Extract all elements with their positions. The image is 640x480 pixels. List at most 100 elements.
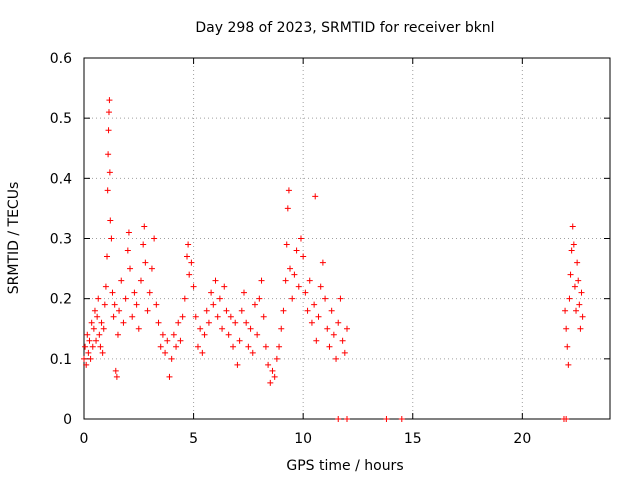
y-tick-label: 0.2 [50, 292, 72, 308]
data-point [105, 109, 112, 116]
data-point [85, 349, 92, 356]
data-point [269, 367, 276, 374]
data-point [287, 265, 294, 272]
data-point [83, 361, 90, 368]
data-point [251, 301, 258, 308]
data-point [304, 307, 311, 314]
data-point [186, 271, 193, 278]
data-point [94, 313, 101, 320]
data-point [179, 313, 186, 320]
data-point [168, 355, 175, 362]
data-point [197, 325, 204, 332]
data-point [223, 307, 230, 314]
data-point [284, 205, 291, 212]
data-point [326, 343, 333, 350]
data-point [293, 247, 300, 254]
data-point [105, 151, 112, 158]
x-tick-label: 20 [513, 431, 531, 447]
data-point [164, 337, 171, 344]
data-point [173, 343, 180, 350]
chart-title: Day 298 of 2023, SRMTID for receiver bkn… [195, 20, 494, 36]
data-point [127, 265, 134, 272]
data-point [107, 217, 114, 224]
data-point [99, 349, 106, 356]
data-point [111, 301, 118, 308]
axis-ticks: 0 5 10 15 20 0 0.1 0.2 0.3 0.4 0.5 0.6 [50, 51, 610, 447]
y-tick-label: 0 [63, 412, 72, 428]
data-point [175, 319, 182, 326]
data-point [140, 241, 147, 248]
data-point [566, 295, 573, 302]
data-point [188, 259, 195, 266]
data-point [265, 361, 272, 368]
data-point [291, 271, 298, 278]
data-point [177, 337, 184, 344]
data-point [240, 289, 247, 296]
data-point [112, 367, 119, 374]
data-point [574, 259, 581, 266]
data-point [249, 349, 256, 356]
data-point [245, 343, 252, 350]
data-point [102, 283, 109, 290]
data-point [563, 416, 570, 422]
data-point [577, 325, 584, 332]
data-point [278, 325, 285, 332]
data-point [142, 259, 149, 266]
data-point [573, 307, 580, 314]
data-point [124, 247, 131, 254]
data-point [110, 313, 117, 320]
data-point [208, 289, 215, 296]
x-tick-label: 10 [294, 431, 312, 447]
data-point [82, 343, 89, 350]
y-tick-label: 0.3 [50, 232, 72, 248]
y-tick-label: 0.4 [50, 171, 72, 187]
data-point [344, 416, 350, 422]
grid [84, 58, 610, 419]
data-point [135, 325, 142, 332]
x-tick-label: 5 [189, 431, 198, 447]
data-point [157, 343, 164, 350]
data-point [184, 253, 191, 260]
data-point [194, 343, 201, 350]
data-point [322, 295, 329, 302]
data-point [221, 283, 228, 290]
x-tick-label: 0 [80, 431, 89, 447]
data-point [84, 331, 91, 338]
data-point [313, 337, 320, 344]
data-point [105, 127, 112, 134]
data-point [185, 241, 192, 248]
data-point [564, 343, 571, 350]
data-point [98, 319, 105, 326]
data-point [276, 343, 283, 350]
data-point [283, 241, 290, 248]
data-point [341, 349, 348, 356]
data-point [567, 271, 574, 278]
x-tick-label: 15 [404, 431, 422, 447]
data-point [565, 361, 572, 368]
data-point [247, 325, 254, 332]
data-point [201, 331, 208, 338]
data-point [192, 313, 199, 320]
data-point [212, 277, 219, 284]
data-point [243, 319, 250, 326]
data-point [337, 295, 344, 302]
data-point [563, 325, 570, 332]
data-point [97, 343, 104, 350]
x-axis-label: GPS time / hours [286, 458, 403, 474]
data-point [570, 241, 577, 248]
data-point [328, 307, 335, 314]
data-point [230, 343, 237, 350]
data-point [576, 301, 583, 308]
data-point [271, 373, 278, 380]
data-point [129, 313, 136, 320]
data-point [159, 331, 166, 338]
data-point [256, 295, 263, 302]
data-point [280, 307, 287, 314]
data-point [297, 235, 304, 242]
data-point [151, 235, 158, 242]
data-point [95, 295, 102, 302]
y-axis-label: SRMTID / TECUs [6, 182, 22, 295]
data-point [100, 325, 107, 332]
data-point [295, 283, 302, 290]
data-point [578, 289, 585, 296]
